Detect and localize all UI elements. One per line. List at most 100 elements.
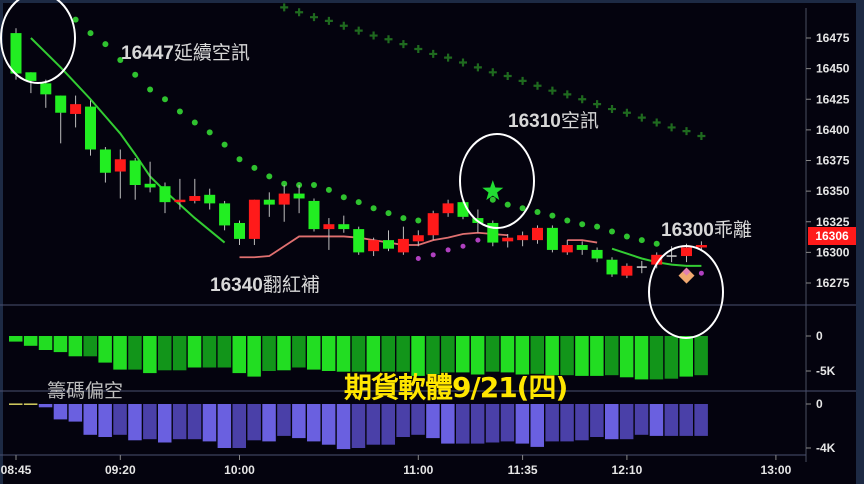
price-tick-label: 16475	[816, 31, 850, 45]
panel1-bar	[232, 336, 246, 374]
panel2-bar	[351, 404, 366, 448]
panel1-bar	[83, 336, 97, 357]
purple-dot	[460, 243, 466, 249]
cross-mark	[697, 132, 706, 140]
panel2-bar	[366, 404, 381, 445]
cross-mark	[473, 63, 482, 72]
candle-body	[293, 193, 305, 199]
candle	[606, 257, 618, 277]
sar-dot	[311, 182, 317, 188]
cross-mark	[593, 100, 602, 109]
time-tick-label: 11:35	[508, 463, 538, 477]
panel1-bar	[605, 336, 619, 376]
cross-mark	[280, 3, 289, 12]
panel1-bar	[202, 336, 217, 368]
candle	[636, 260, 647, 274]
panel1-bar	[307, 336, 321, 370]
panel1-bar	[694, 336, 708, 376]
panel2-bar	[38, 404, 53, 408]
panel2-bar	[247, 404, 261, 441]
panel2-bar	[664, 404, 679, 436]
cross-mark	[339, 21, 348, 30]
panel1-bar	[485, 336, 500, 372]
candle-body	[129, 160, 141, 185]
candle-body	[695, 245, 707, 248]
cross-mark	[637, 113, 646, 122]
panel2-bar	[158, 404, 172, 443]
candle	[621, 263, 633, 279]
panel1-bar	[68, 336, 83, 357]
panel1-bar	[292, 336, 306, 368]
candle	[502, 234, 514, 248]
candle-body	[591, 249, 603, 259]
panel1-bar	[128, 336, 142, 370]
candle	[442, 199, 454, 217]
annotation-ellipse	[0, 0, 76, 84]
panel2-bar	[262, 404, 276, 442]
time-tick-label: 11:00	[403, 463, 433, 477]
panel1-bar	[143, 336, 157, 374]
candle	[546, 225, 558, 253]
candle	[412, 230, 424, 247]
panel2-bar	[321, 404, 336, 445]
candle-body	[338, 224, 350, 230]
panel2-bar	[560, 404, 574, 442]
panel1-bar	[336, 336, 351, 372]
panel2-bar	[202, 404, 217, 442]
candle	[561, 240, 573, 255]
candle-body	[681, 247, 692, 257]
panel1-bar	[426, 336, 440, 375]
candle	[174, 178, 186, 210]
panel2-bar	[277, 404, 291, 436]
panel-tick-label: -5K	[816, 364, 836, 378]
candle-body	[576, 245, 588, 250]
price-tick-label: 16325	[816, 215, 850, 229]
candle	[427, 210, 439, 241]
panel2-bar	[307, 404, 321, 442]
panel1-bar	[23, 336, 38, 346]
candle	[129, 158, 141, 200]
cross-mark	[414, 45, 423, 54]
candle	[219, 200, 231, 231]
candle	[159, 182, 171, 214]
candle-body	[412, 235, 424, 242]
sar-dot	[370, 205, 377, 212]
panel1-bar	[351, 336, 366, 372]
panel2-bar	[619, 404, 634, 440]
candle-body	[323, 224, 335, 230]
panel1-bar	[634, 336, 649, 380]
candle	[517, 231, 529, 247]
sar-dot	[638, 237, 645, 244]
panel2-bar	[515, 404, 530, 444]
candle-body	[40, 83, 52, 95]
candle-body	[532, 227, 543, 241]
candle	[338, 215, 350, 233]
candle-body	[85, 106, 96, 150]
panel2-bar	[143, 404, 157, 440]
candle	[532, 225, 543, 244]
cross-mark	[667, 123, 676, 132]
cross-mark	[429, 49, 438, 58]
sar-dot	[251, 164, 258, 171]
candle	[383, 230, 394, 252]
cross-mark	[652, 118, 661, 127]
panel2-bar	[575, 404, 589, 441]
sar-dot	[385, 210, 392, 217]
candle-body	[189, 196, 201, 201]
panel2-bar	[634, 404, 649, 435]
sar-dot	[489, 196, 496, 203]
candle-body	[546, 227, 558, 250]
candle-body	[204, 194, 216, 204]
panel2-bar	[694, 404, 708, 436]
candle	[323, 218, 335, 250]
cross-mark	[295, 8, 304, 17]
sar-dot	[191, 119, 198, 126]
panel1-bar	[679, 336, 693, 377]
candle-body	[308, 200, 320, 230]
panel2-bar	[456, 404, 470, 444]
candle-body	[383, 240, 394, 249]
cross-mark	[384, 35, 393, 44]
cross-mark	[608, 105, 616, 114]
